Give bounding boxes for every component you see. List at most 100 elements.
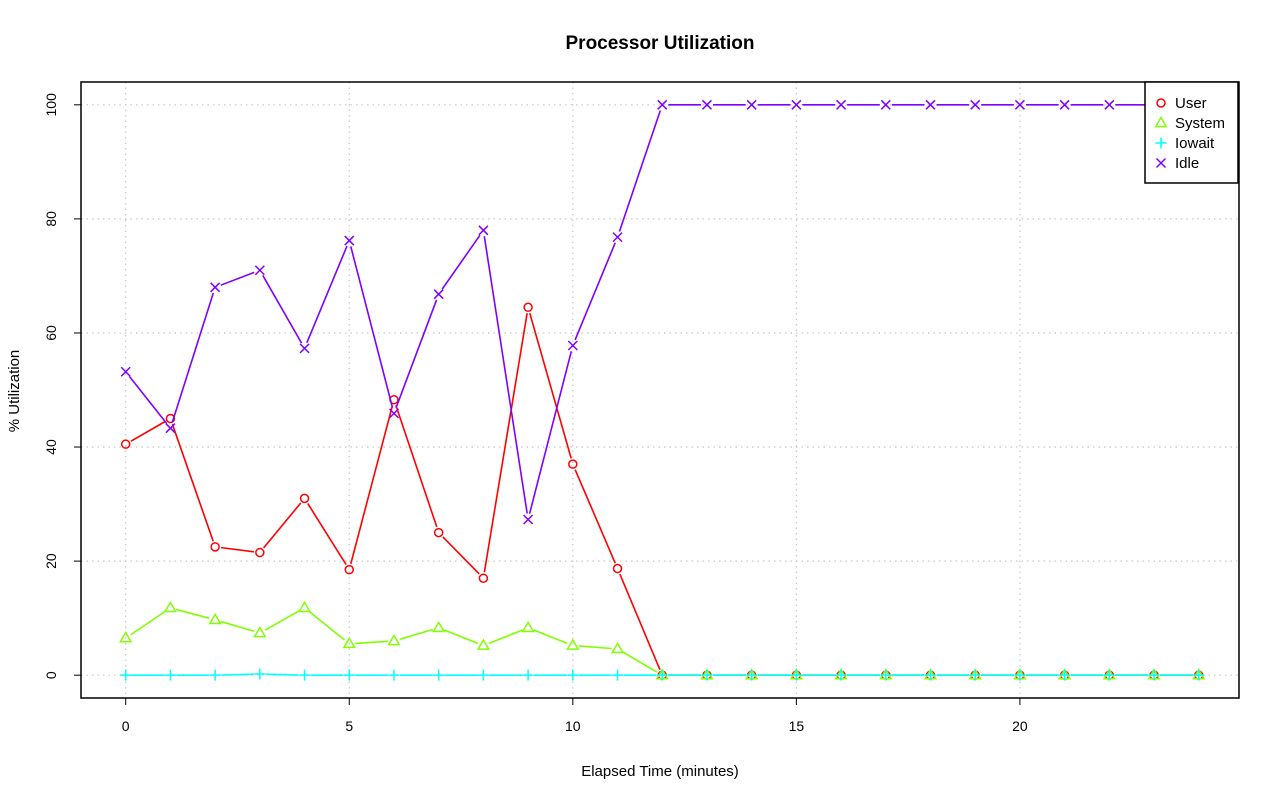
series-line-segment-system — [176, 608, 210, 620]
data-point-user — [299, 493, 310, 504]
series-line-segment-system — [264, 610, 300, 631]
data-point-idle — [880, 99, 891, 110]
data-point-idle — [701, 99, 712, 110]
y-tick-label: 20 — [43, 553, 59, 569]
x-tick-label: 20 — [1012, 718, 1028, 734]
series-system — [119, 600, 1206, 680]
data-point-iowait — [388, 669, 400, 681]
x-axis-label: Elapsed Time (minutes) — [581, 763, 739, 780]
series-line-segment-system — [220, 620, 255, 633]
y-tick-label: 80 — [43, 211, 59, 227]
data-point-iowait — [299, 669, 311, 681]
data-point-iowait — [612, 669, 624, 681]
data-point-system — [432, 620, 446, 633]
series-line-segment-user — [263, 502, 302, 549]
data-point-iowait — [164, 669, 176, 681]
legend-marker-iowait — [1155, 137, 1167, 149]
data-point-idle — [657, 99, 668, 110]
series-line-segment-idle — [349, 246, 394, 408]
data-point-iowait — [567, 669, 579, 681]
data-point-user — [210, 542, 220, 552]
data-point-iowait — [746, 669, 758, 681]
data-point-iowait — [343, 669, 355, 681]
legend-label-system: System — [1175, 115, 1225, 132]
legend-label-idle: Idle — [1175, 155, 1199, 172]
data-point-iowait — [924, 669, 936, 681]
data-point-system — [521, 620, 535, 633]
legend-label-iowait: Iowait — [1175, 135, 1215, 152]
series-line-segment-system — [355, 640, 389, 645]
data-point-iowait — [969, 669, 981, 681]
series-line-segment-user — [395, 405, 438, 528]
data-point-iowait — [1148, 669, 1160, 681]
data-point-idle — [388, 408, 400, 419]
series-line-segment-iowait — [221, 673, 254, 676]
y-tick-label: 60 — [43, 325, 59, 341]
x-tick-label: 10 — [565, 718, 581, 734]
data-point-idle — [478, 225, 489, 236]
series-user — [120, 302, 1204, 680]
series-line-segment-idle — [171, 292, 215, 423]
data-point-idle — [344, 235, 355, 246]
series-line-segment-system — [578, 645, 612, 650]
data-point-user — [255, 547, 265, 558]
data-point-system — [297, 600, 312, 613]
legend-marker-system — [1154, 116, 1168, 128]
data-point-system — [566, 638, 580, 650]
data-point-idle — [791, 99, 802, 110]
data-point-system — [208, 612, 222, 625]
series-line-segment-idle — [618, 110, 662, 232]
data-point-idle — [612, 232, 623, 243]
data-point-idle — [120, 366, 131, 377]
data-point-idle — [210, 282, 221, 293]
y-tick-label: 40 — [43, 439, 59, 455]
series-line-segment-user — [220, 546, 254, 553]
series-line-segment-system — [443, 629, 479, 645]
series-line-segment-system — [130, 610, 166, 636]
series-line-segment-user — [350, 405, 394, 565]
series-line-segment-idle — [483, 236, 528, 514]
series-line-segment-idle — [262, 275, 303, 344]
series-line-segment-user — [307, 503, 347, 566]
data-point-iowait — [1014, 669, 1026, 681]
data-point-idle — [925, 99, 936, 110]
data-point-iowait — [1059, 669, 1071, 681]
series-line-segment-system — [399, 628, 434, 641]
data-point-system — [163, 600, 178, 613]
x-tick-label: 5 — [345, 718, 353, 734]
data-point-iowait — [522, 669, 534, 681]
data-point-idle — [1014, 99, 1025, 110]
series-line-segment-idle — [395, 299, 438, 409]
series-iowait — [120, 668, 1205, 681]
data-point-iowait — [790, 669, 802, 681]
data-point-iowait — [701, 669, 713, 681]
data-point-iowait — [477, 669, 489, 681]
data-point-user — [612, 563, 623, 574]
legend-marker-idle — [1155, 157, 1167, 169]
data-point-system — [610, 641, 625, 654]
legend-label-user: User — [1175, 95, 1207, 112]
data-point-idle — [523, 514, 534, 525]
legend-marker-user — [1156, 98, 1166, 108]
data-point-iowait — [120, 669, 132, 681]
data-point-system — [119, 631, 133, 643]
series-line-segment-user — [171, 423, 214, 542]
data-point-iowait — [656, 669, 668, 681]
data-point-idle — [1104, 99, 1115, 110]
series-line-segment-system — [488, 629, 523, 645]
data-point-user — [433, 527, 444, 538]
data-point-user — [523, 302, 533, 313]
series-line-segment-system — [533, 629, 568, 645]
series-line-segment-iowait — [265, 673, 299, 676]
series-line-segment-idle — [220, 271, 255, 286]
y-tick-label: 100 — [43, 93, 59, 117]
series-line-segment-system — [622, 651, 658, 673]
data-point-system — [342, 636, 356, 649]
data-point-iowait — [433, 669, 445, 681]
data-point-user — [120, 439, 131, 449]
data-point-iowait — [835, 669, 847, 681]
series-group — [119, 99, 1206, 681]
legend: User System Iowait Idle — [1144, 81, 1239, 184]
plot-frame — [80, 81, 1240, 699]
